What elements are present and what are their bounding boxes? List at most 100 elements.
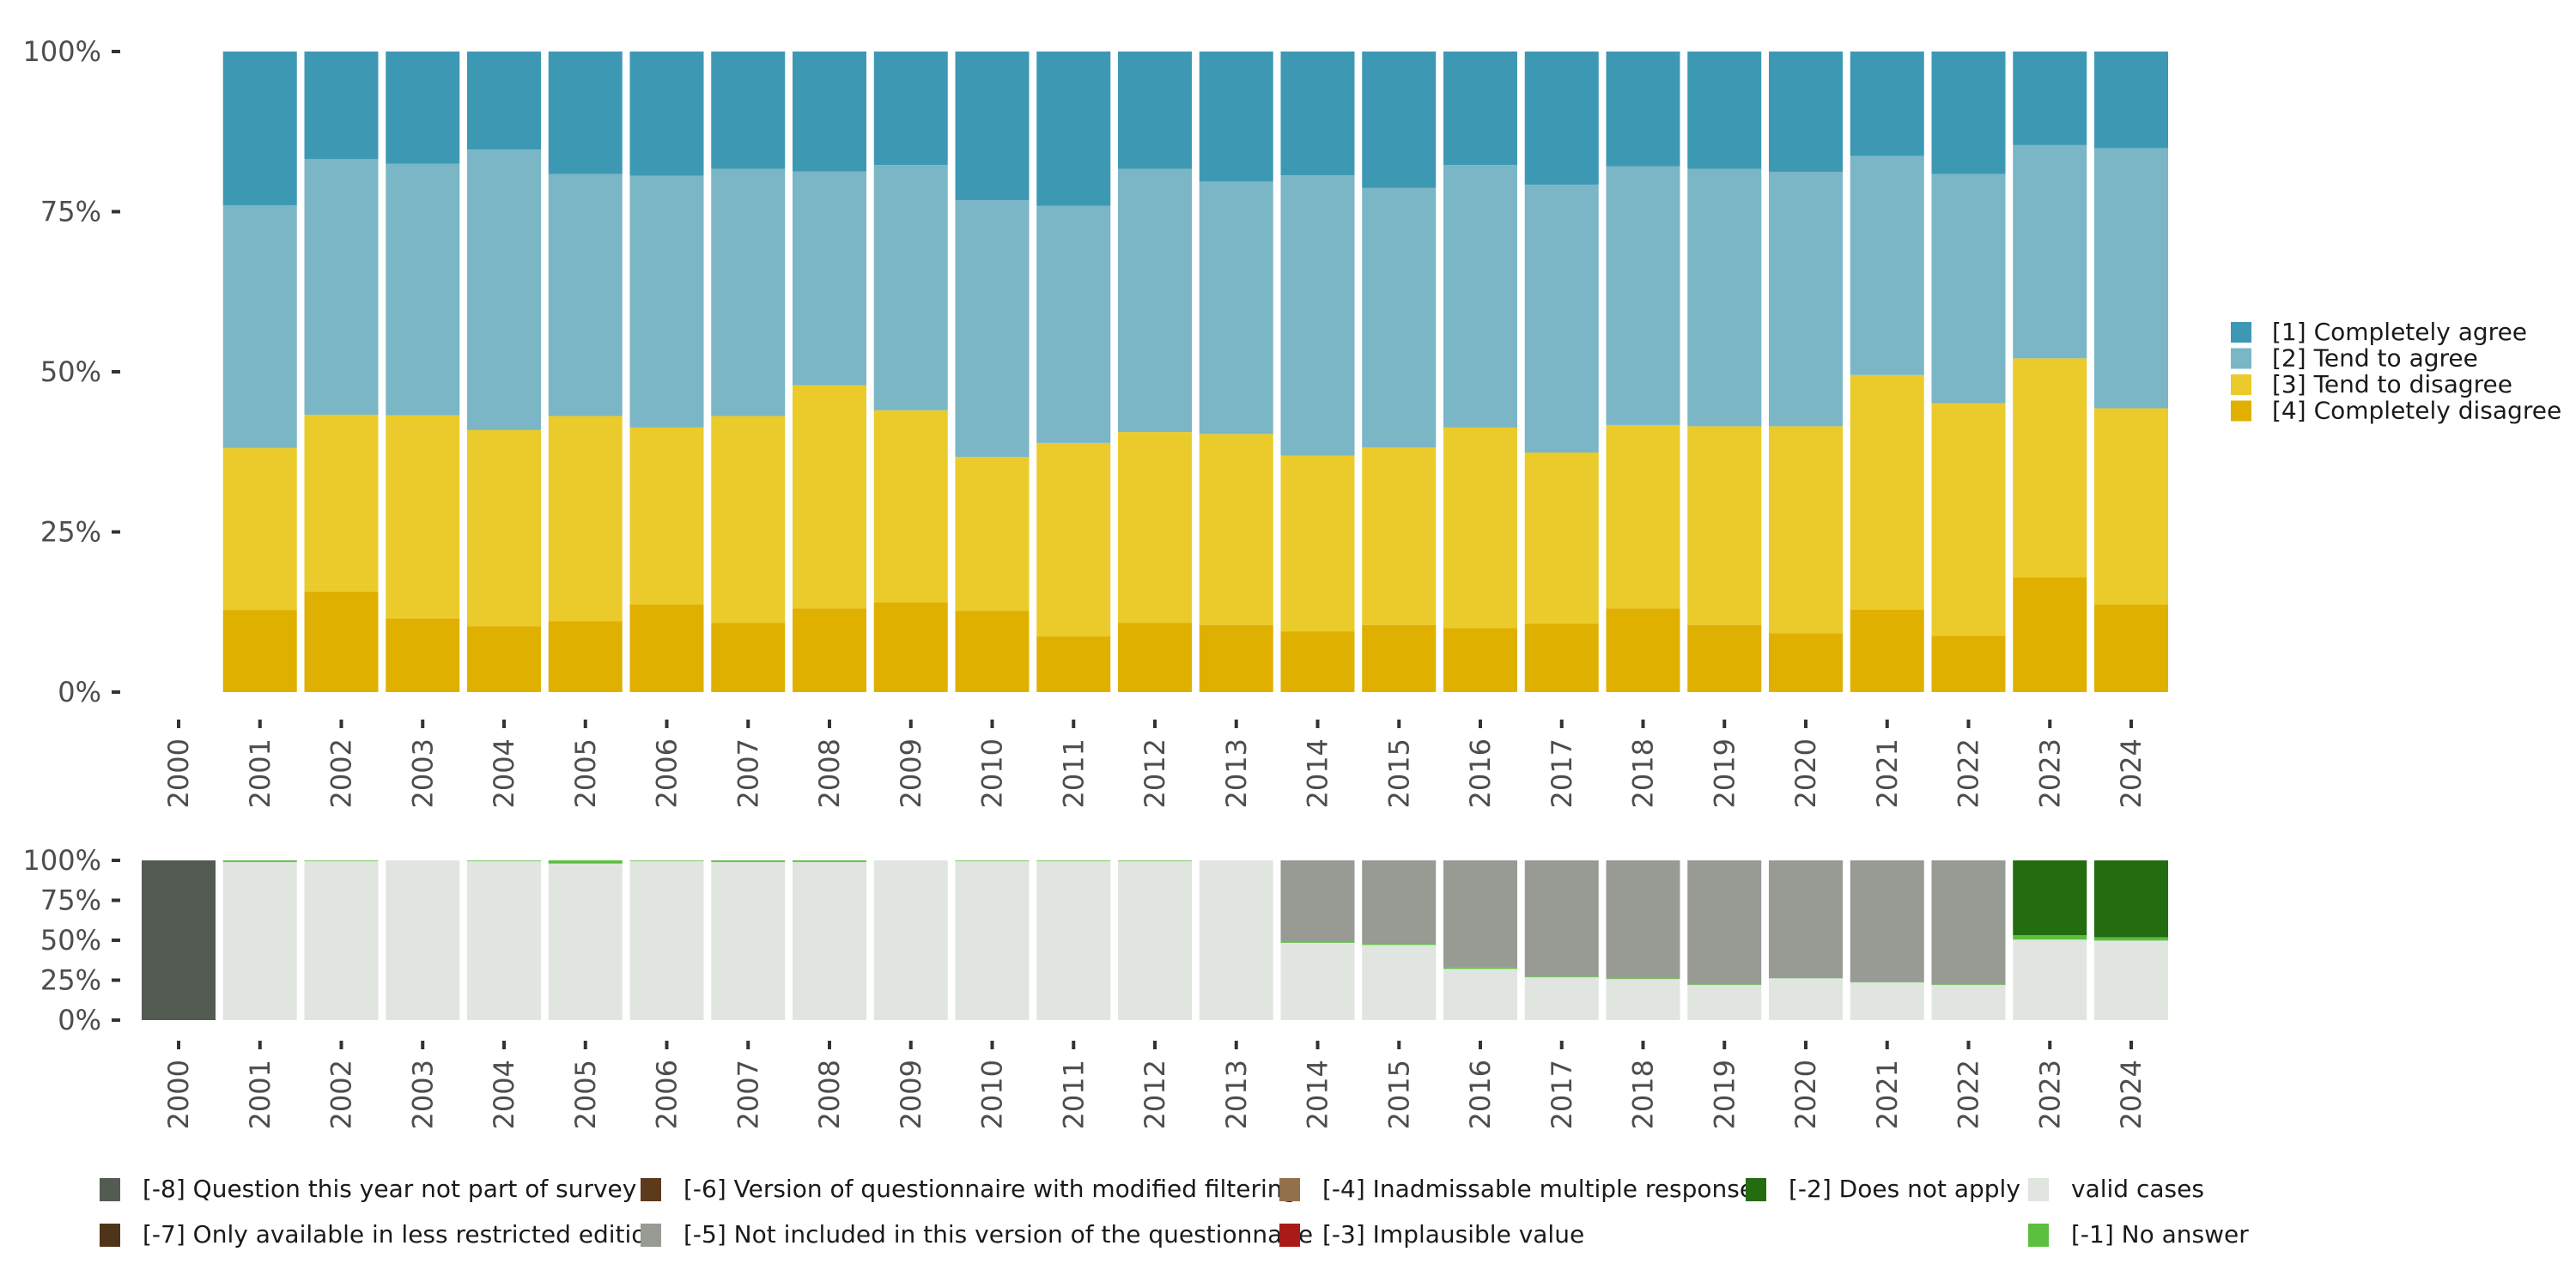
x-tick-label: 2011	[1057, 1060, 1090, 1129]
bar-segment-valid-cases-2008	[793, 861, 866, 1020]
x-tick-label: 2020	[1789, 1060, 1822, 1129]
bar-segment-4-completely-disagree-2007	[711, 623, 786, 692]
bar-segment-2-tend-to-agree-2016	[1443, 165, 1517, 428]
bar-segment-valid-cases-2020	[1769, 978, 1843, 1020]
x-tick-label: 2016	[1464, 738, 1497, 808]
bar-segment-3-tend-to-disagree-2010	[955, 457, 1030, 611]
bar-segment-2-tend-to-agree-2014	[1280, 174, 1355, 456]
bar-segment-4-completely-disagree-2011	[1036, 636, 1111, 692]
x-tick-label: 2019	[1708, 738, 1741, 808]
bar-segment-2-tend-to-agree-2015	[1362, 187, 1437, 448]
bar-segment-1-completely-agree-2010	[955, 52, 1030, 201]
bar-segment-1-no-answer-2004	[467, 860, 541, 861]
legend-item-8-question-this-year-not-part-of-survey: [-8] Question this year not part of surv…	[100, 1175, 636, 1203]
bar-segment-1-no-answer-2012	[1118, 860, 1192, 861]
y-tick-label: 75%	[40, 196, 101, 228]
bar-segment-1-completely-agree-2013	[1199, 52, 1273, 182]
legend-item-2-does-not-apply: [-2] Does not apply	[1746, 1175, 2020, 1203]
x-tick-label: 2001	[244, 1060, 276, 1129]
legend-swatch	[641, 1178, 661, 1201]
bar-segment-4-completely-disagree-2002	[304, 591, 379, 692]
bar-segment-valid-cases-2023	[2013, 939, 2087, 1020]
legend-item-3-tend-to-disagree: [3] Tend to disagree	[2231, 370, 2512, 398]
bar-segment-1-completely-agree-2009	[873, 52, 948, 166]
bar-segment-3-tend-to-disagree-2021	[1850, 374, 1924, 610]
bottom-legend: [-8] Question this year not part of surv…	[100, 1175, 2249, 1249]
bar-segment-valid-cases-2019	[1687, 985, 1762, 1020]
bar-segment-1-completely-agree-2012	[1118, 52, 1192, 169]
legend-item-6-version-of-questionnaire-with-modified-filtering: [-6] Version of questionnaire with modif…	[641, 1175, 1297, 1203]
bar-segment-2-tend-to-agree-2004	[467, 149, 541, 430]
bar-segment-2-tend-to-agree-2005	[548, 173, 623, 416]
bar-segment-3-tend-to-disagree-2005	[548, 416, 623, 622]
legend-swatch	[2028, 1178, 2049, 1201]
y-tick-label: 50%	[40, 924, 101, 957]
x-tick-label: 2005	[569, 1060, 602, 1129]
bar-segment-3-tend-to-disagree-2002	[304, 414, 379, 592]
bar-segment-2-tend-to-agree-2009	[873, 165, 948, 410]
bar-segment-valid-cases-2012	[1118, 860, 1192, 1020]
bar-segment-3-tend-to-disagree-2014	[1280, 455, 1355, 632]
x-tick-label: 2013	[1220, 1060, 1253, 1129]
x-tick-label: 2003	[406, 1060, 439, 1129]
bar-segment-5-not-included-in-this-version-of-the-questionnaire-2015	[1362, 860, 1437, 944]
bar-segment-5-not-included-in-this-version-of-the-questionnaire-2020	[1769, 860, 1843, 978]
x-tick-label: 2004	[488, 1060, 520, 1129]
bar-segment-1-no-answer-2017	[1524, 976, 1599, 978]
y-tick-label: 75%	[40, 884, 101, 917]
bar-segment-1-completely-agree-2014	[1280, 52, 1355, 175]
x-tick-label: 2008	[813, 1060, 846, 1129]
bar-segment-4-completely-disagree-2008	[793, 608, 866, 692]
bar-segment-1-no-answer-2023	[2013, 935, 2087, 940]
bar-segment-valid-cases-2018	[1606, 979, 1680, 1020]
bar-segment-2-tend-to-agree-2012	[1118, 168, 1192, 433]
x-tick-label: 2018	[1627, 738, 1660, 808]
bar-segment-valid-cases-2007	[711, 861, 786, 1020]
bar-segment-3-tend-to-disagree-2023	[2013, 358, 2087, 578]
bar-segment-1-completely-agree-2002	[304, 52, 379, 160]
bar-segment-4-completely-disagree-2003	[386, 618, 460, 692]
bar-segment-valid-cases-2013	[1199, 860, 1273, 1020]
bar-segment-3-tend-to-disagree-2020	[1769, 426, 1843, 634]
bar-segment-1-completely-agree-2008	[793, 52, 866, 172]
bar-segment-5-not-included-in-this-version-of-the-questionnaire-2021	[1850, 860, 1924, 982]
bar-segment-3-tend-to-disagree-2024	[2094, 408, 2168, 605]
bar-segment-valid-cases-2001	[222, 861, 297, 1020]
bar-segment-1-no-answer-2024	[2094, 937, 2168, 941]
bar-segment-1-no-answer-2010	[955, 860, 1030, 861]
bar-segment-3-tend-to-disagree-2007	[711, 416, 786, 623]
bar-segment-1-completely-agree-2019	[1687, 52, 1762, 169]
bar-segment-5-not-included-in-this-version-of-the-questionnaire-2018	[1606, 860, 1680, 979]
y-tick-label: 100%	[23, 844, 101, 877]
x-tick-label: 2024	[2115, 1060, 2148, 1129]
x-tick-label: 2006	[651, 738, 683, 808]
x-tick-label: 2023	[2033, 1060, 2066, 1129]
bar-segment-1-no-answer-2007	[711, 860, 786, 862]
bar-segment-4-completely-disagree-2004	[467, 626, 541, 692]
bar-segment-4-completely-disagree-2017	[1524, 623, 1599, 692]
bar-segment-2-tend-to-agree-2023	[2013, 144, 2087, 359]
bar-segment-1-completely-agree-2018	[1606, 52, 1680, 167]
bar-segment-1-completely-agree-2007	[711, 52, 786, 169]
x-tick-label: 2023	[2033, 738, 2066, 808]
bar-segment-2-tend-to-agree-2013	[1199, 181, 1273, 434]
bar-segment-3-tend-to-disagree-2017	[1524, 452, 1599, 624]
legend-swatch	[641, 1224, 661, 1247]
bar-segment-1-no-answer-2002	[304, 860, 379, 861]
x-tick-label: 2007	[732, 738, 764, 808]
bar-segment-valid-cases-2011	[1036, 860, 1111, 1020]
bar-segment-1-no-answer-2021	[1850, 981, 1924, 983]
bar-segment-4-completely-disagree-2012	[1118, 623, 1192, 692]
bar-segment-1-no-answer-2011	[1036, 860, 1111, 861]
bar-segment-1-no-answer-2019	[1687, 984, 1762, 986]
x-tick-label: 2000	[162, 738, 195, 808]
bar-segment-1-no-answer-2015	[1362, 943, 1437, 945]
legend-label: [1] Completely agree	[2272, 318, 2527, 346]
legend-label: [-2] Does not apply	[1789, 1175, 2020, 1203]
bar-segment-3-tend-to-disagree-2016	[1443, 427, 1517, 629]
bar-segment-5-not-included-in-this-version-of-the-questionnaire-2016	[1443, 860, 1517, 968]
bar-segment-valid-cases-2021	[1850, 982, 1924, 1020]
bar-segment-1-completely-agree-2011	[1036, 52, 1111, 206]
bar-segment-1-no-answer-2001	[222, 860, 297, 862]
